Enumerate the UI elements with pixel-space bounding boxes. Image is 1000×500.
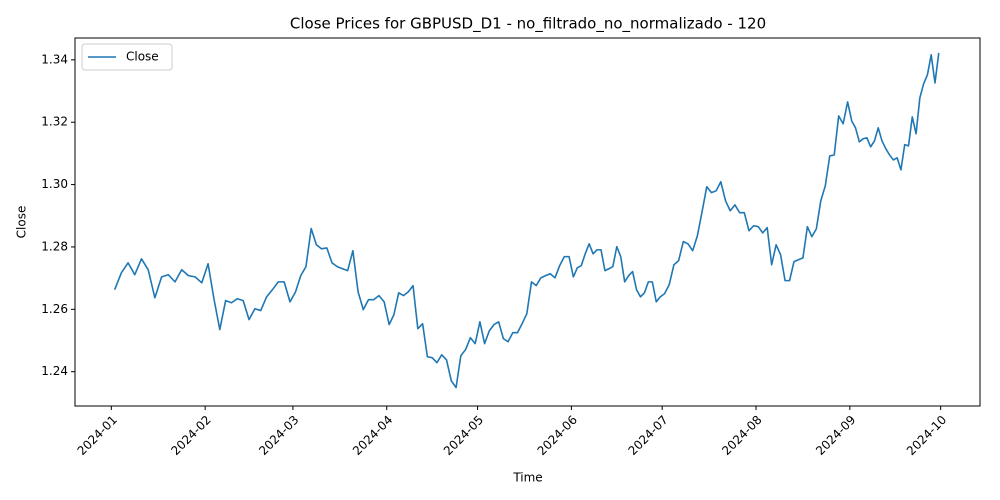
- legend-box: [81, 43, 173, 71]
- x-tick-label: 2024-01: [75, 413, 120, 458]
- y-tick-label: 1.24: [41, 364, 68, 378]
- y-tick-label: 1.28: [41, 239, 68, 253]
- x-tick-label: 2024-02: [168, 413, 213, 458]
- x-tick-label: 2024-04: [350, 413, 395, 458]
- plot-frame: [74, 37, 981, 407]
- x-axis-label: Time: [512, 471, 542, 485]
- x-tick-label: 2024-10: [904, 413, 949, 458]
- x-tick-label: 2024-09: [813, 413, 858, 458]
- y-axis-label: Close: [15, 206, 29, 239]
- y-tick-label: 1.26: [41, 302, 68, 316]
- y-tick-label: 1.30: [41, 177, 68, 191]
- x-tick-label: 2024-07: [625, 413, 670, 458]
- y-tick-label: 1.32: [41, 115, 68, 129]
- x-tick-label: 2024-06: [535, 413, 580, 458]
- x-tick-label: 2024-03: [256, 413, 301, 458]
- x-tick-label: 2024-05: [441, 413, 486, 458]
- x-tick-label: 2024-08: [719, 413, 764, 458]
- price-line: [113, 52, 940, 389]
- y-tick-label: 1.34: [41, 52, 68, 66]
- legend-label: Close: [126, 50, 159, 64]
- chart-title: Close Prices for GBPUSD_D1 - no_filtrado…: [290, 15, 766, 34]
